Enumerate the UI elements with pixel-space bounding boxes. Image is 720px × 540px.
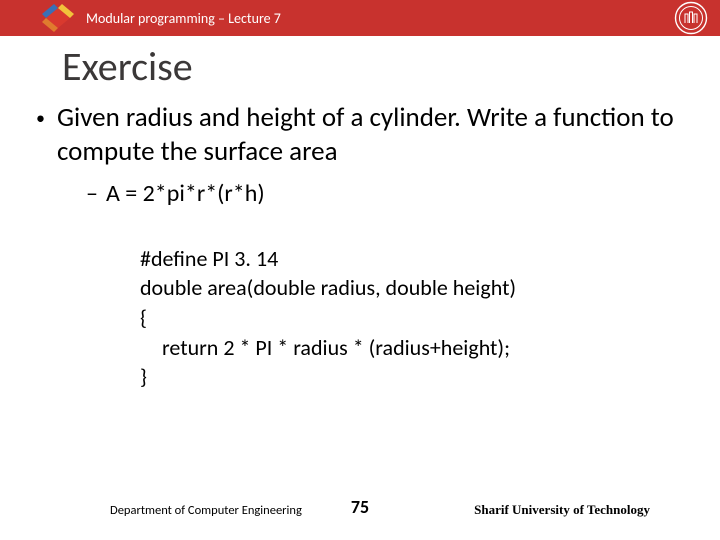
footer: Department of Computer Engineering 75 Sh… [0,503,720,518]
sub-bullet-text: A = 2*pi*r*(r*h) [106,179,265,208]
bullet-dot-icon: • [36,107,45,130]
code-line-5: } [140,362,690,392]
footer-university: Sharif University of Technology [474,502,650,518]
title-area: Exercise [0,36,720,101]
main-bullet: • Given radius and height of a cylinder.… [30,101,690,169]
puzzle-logo-icon [38,0,78,38]
bullet-dash-icon: – [86,179,98,208]
header-bar: Modular programming – Lecture 7 [0,0,720,36]
code-line-2: double area(double radius, double height… [140,273,690,303]
slide-content: • Given radius and height of a cylinder.… [0,101,720,392]
sub-bullet: – A = 2*pi*r*(r*h) [86,179,690,208]
university-seal-icon [674,1,708,35]
header-course-title: Modular programming – Lecture 7 [86,10,281,27]
code-line-4: return 2 * PI * radius * (radius+height)… [140,333,690,363]
code-line-3: { [140,303,690,333]
slide-title: Exercise [62,42,720,91]
page-number: 75 [351,496,369,518]
code-line-1: #define PI 3. 14 [140,244,690,274]
footer-department: Department of Computer Engineering [110,503,302,518]
main-bullet-text: Given radius and height of a cylinder. W… [57,101,690,169]
code-block: #define PI 3. 14 double area(double radi… [140,244,690,392]
